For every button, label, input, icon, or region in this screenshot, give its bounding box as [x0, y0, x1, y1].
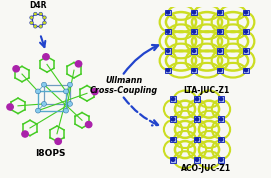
FancyBboxPatch shape: [194, 116, 200, 122]
Circle shape: [22, 131, 28, 137]
Text: D4R: D4R: [29, 1, 47, 10]
Circle shape: [30, 21, 33, 24]
FancyBboxPatch shape: [217, 10, 223, 15]
FancyBboxPatch shape: [218, 96, 224, 102]
Circle shape: [39, 25, 43, 28]
FancyBboxPatch shape: [191, 67, 197, 73]
Circle shape: [166, 30, 170, 33]
Circle shape: [244, 11, 247, 14]
Circle shape: [171, 158, 175, 161]
Circle shape: [218, 30, 221, 33]
Circle shape: [34, 12, 37, 16]
Circle shape: [171, 138, 175, 141]
FancyBboxPatch shape: [165, 48, 171, 54]
FancyBboxPatch shape: [218, 157, 224, 163]
Circle shape: [39, 12, 43, 16]
Circle shape: [195, 138, 199, 141]
FancyBboxPatch shape: [170, 137, 176, 142]
Circle shape: [13, 66, 19, 72]
FancyBboxPatch shape: [194, 157, 200, 163]
Circle shape: [67, 101, 73, 106]
FancyBboxPatch shape: [217, 67, 223, 73]
FancyBboxPatch shape: [194, 96, 200, 102]
FancyBboxPatch shape: [243, 29, 249, 34]
Circle shape: [219, 158, 223, 161]
FancyBboxPatch shape: [218, 116, 224, 122]
FancyBboxPatch shape: [218, 137, 224, 142]
FancyBboxPatch shape: [243, 10, 249, 15]
Circle shape: [219, 138, 223, 141]
Circle shape: [41, 101, 47, 106]
Circle shape: [67, 82, 73, 87]
Circle shape: [166, 11, 170, 14]
Circle shape: [218, 11, 221, 14]
Circle shape: [171, 118, 175, 121]
Circle shape: [63, 89, 69, 94]
FancyBboxPatch shape: [217, 48, 223, 54]
Circle shape: [41, 82, 47, 87]
Text: I8OPS: I8OPS: [35, 149, 65, 158]
Circle shape: [219, 98, 223, 101]
FancyBboxPatch shape: [194, 137, 200, 142]
FancyBboxPatch shape: [165, 10, 171, 15]
FancyBboxPatch shape: [170, 157, 176, 163]
Circle shape: [195, 118, 199, 121]
FancyBboxPatch shape: [191, 48, 197, 54]
Circle shape: [43, 21, 46, 24]
Circle shape: [36, 108, 40, 113]
Text: LTA-JUC-Z1: LTA-JUC-Z1: [183, 86, 229, 95]
Circle shape: [219, 118, 223, 121]
Circle shape: [43, 54, 49, 60]
Circle shape: [36, 89, 40, 94]
Circle shape: [244, 69, 247, 72]
Circle shape: [92, 88, 98, 95]
Circle shape: [55, 138, 61, 144]
Text: Ullmann
Cross-Coupling: Ullmann Cross-Coupling: [90, 76, 158, 95]
FancyBboxPatch shape: [170, 116, 176, 122]
Circle shape: [192, 49, 196, 53]
FancyBboxPatch shape: [217, 29, 223, 34]
Circle shape: [63, 108, 69, 113]
Circle shape: [244, 30, 247, 33]
Circle shape: [192, 69, 196, 72]
Circle shape: [192, 11, 196, 14]
Circle shape: [171, 98, 175, 101]
Circle shape: [218, 69, 221, 72]
FancyBboxPatch shape: [170, 96, 176, 102]
FancyBboxPatch shape: [165, 29, 171, 34]
FancyBboxPatch shape: [191, 10, 197, 15]
Circle shape: [195, 98, 199, 101]
Circle shape: [7, 104, 13, 110]
FancyBboxPatch shape: [191, 29, 197, 34]
Circle shape: [192, 30, 196, 33]
Circle shape: [30, 16, 33, 19]
Circle shape: [166, 49, 170, 53]
Circle shape: [218, 49, 221, 53]
Circle shape: [85, 121, 92, 128]
Circle shape: [195, 158, 199, 161]
FancyBboxPatch shape: [243, 67, 249, 73]
Text: ACO-JUC-Z1: ACO-JUC-Z1: [181, 164, 231, 172]
Circle shape: [244, 49, 247, 53]
Circle shape: [75, 61, 82, 67]
Circle shape: [166, 69, 170, 72]
FancyBboxPatch shape: [243, 48, 249, 54]
Circle shape: [43, 16, 46, 19]
Circle shape: [34, 25, 37, 28]
FancyBboxPatch shape: [165, 67, 171, 73]
